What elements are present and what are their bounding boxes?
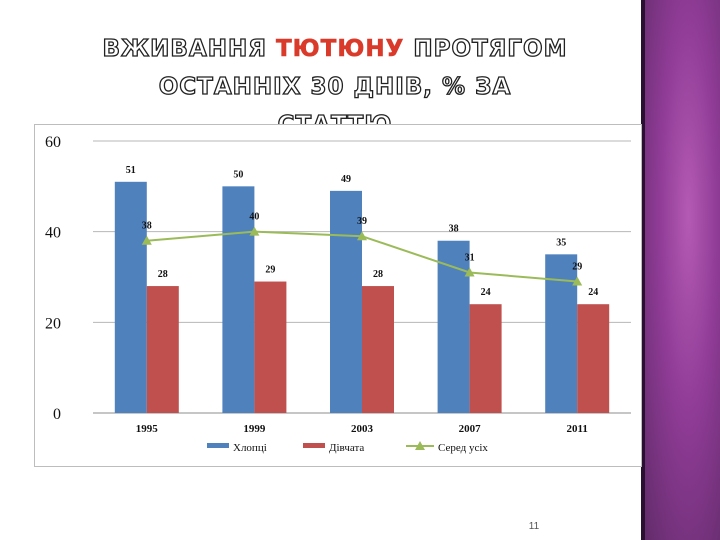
data-label: 38	[449, 224, 459, 235]
legend-label: Серед усіх	[438, 442, 488, 454]
y-tick-label: 20	[45, 315, 61, 332]
y-tick-label: 60	[45, 134, 61, 151]
bar-boys	[437, 240, 470, 413]
data-label: 49	[341, 174, 351, 185]
legend-swatch-marker	[415, 441, 425, 450]
line-data-label: 31	[465, 252, 475, 263]
x-tick-label: 2007	[459, 423, 482, 435]
data-label: 51	[126, 165, 136, 176]
decorative-side-band	[641, 0, 720, 540]
title-accent: ТЮТЮНУ	[275, 36, 405, 63]
x-tick-label: 1999	[243, 423, 266, 435]
chart-svg: 0 20 40 60 51 28 1995 50 29 1999 49 28 2003 38 24 2007 3…	[45, 134, 631, 454]
legend-label: Хлопці	[233, 442, 267, 454]
y-tick-label: 40	[45, 225, 61, 242]
bar-boys	[330, 190, 362, 413]
x-tick-label: 2003	[351, 423, 374, 435]
line-data-label: 29	[572, 262, 582, 273]
line-marker	[357, 231, 367, 241]
data-label: 28	[373, 269, 383, 280]
page-number: 11	[528, 521, 540, 532]
bar-girls	[254, 281, 287, 413]
line-data-label: 39	[357, 216, 367, 227]
bar-girls	[362, 286, 394, 413]
line-marker	[572, 276, 583, 286]
legend-label: Дівчата	[329, 442, 364, 454]
data-label: 35	[556, 237, 566, 248]
data-label: 28	[158, 269, 168, 280]
line-marker	[249, 226, 260, 236]
bar-boys	[222, 186, 255, 413]
line-data-label: 38	[142, 221, 152, 232]
bar-girls	[469, 304, 502, 413]
x-tick-label: 1995	[136, 423, 159, 435]
line-marker	[141, 235, 152, 245]
line-marker	[464, 267, 475, 277]
title-part-1: ВЖИВАННЯ	[102, 35, 276, 62]
data-label: 24	[481, 287, 491, 298]
legend-swatch	[303, 443, 325, 448]
bar-girls	[146, 286, 179, 413]
data-label: 24	[588, 287, 598, 298]
line-data-label: 40	[249, 212, 259, 223]
data-label: 29	[265, 265, 275, 276]
legend-swatch	[207, 443, 229, 448]
data-label: 50	[233, 169, 243, 180]
bar-girls	[577, 304, 610, 413]
bar-boys	[114, 181, 147, 413]
bar-boys	[545, 254, 578, 413]
chart-frame: 0 20 40 60 51 28 1995 50 29 1999 49 28 2003 38 24 2007 3…	[34, 124, 642, 467]
x-tick-label: 2011	[566, 423, 587, 435]
y-tick-label: 0	[53, 406, 61, 423]
